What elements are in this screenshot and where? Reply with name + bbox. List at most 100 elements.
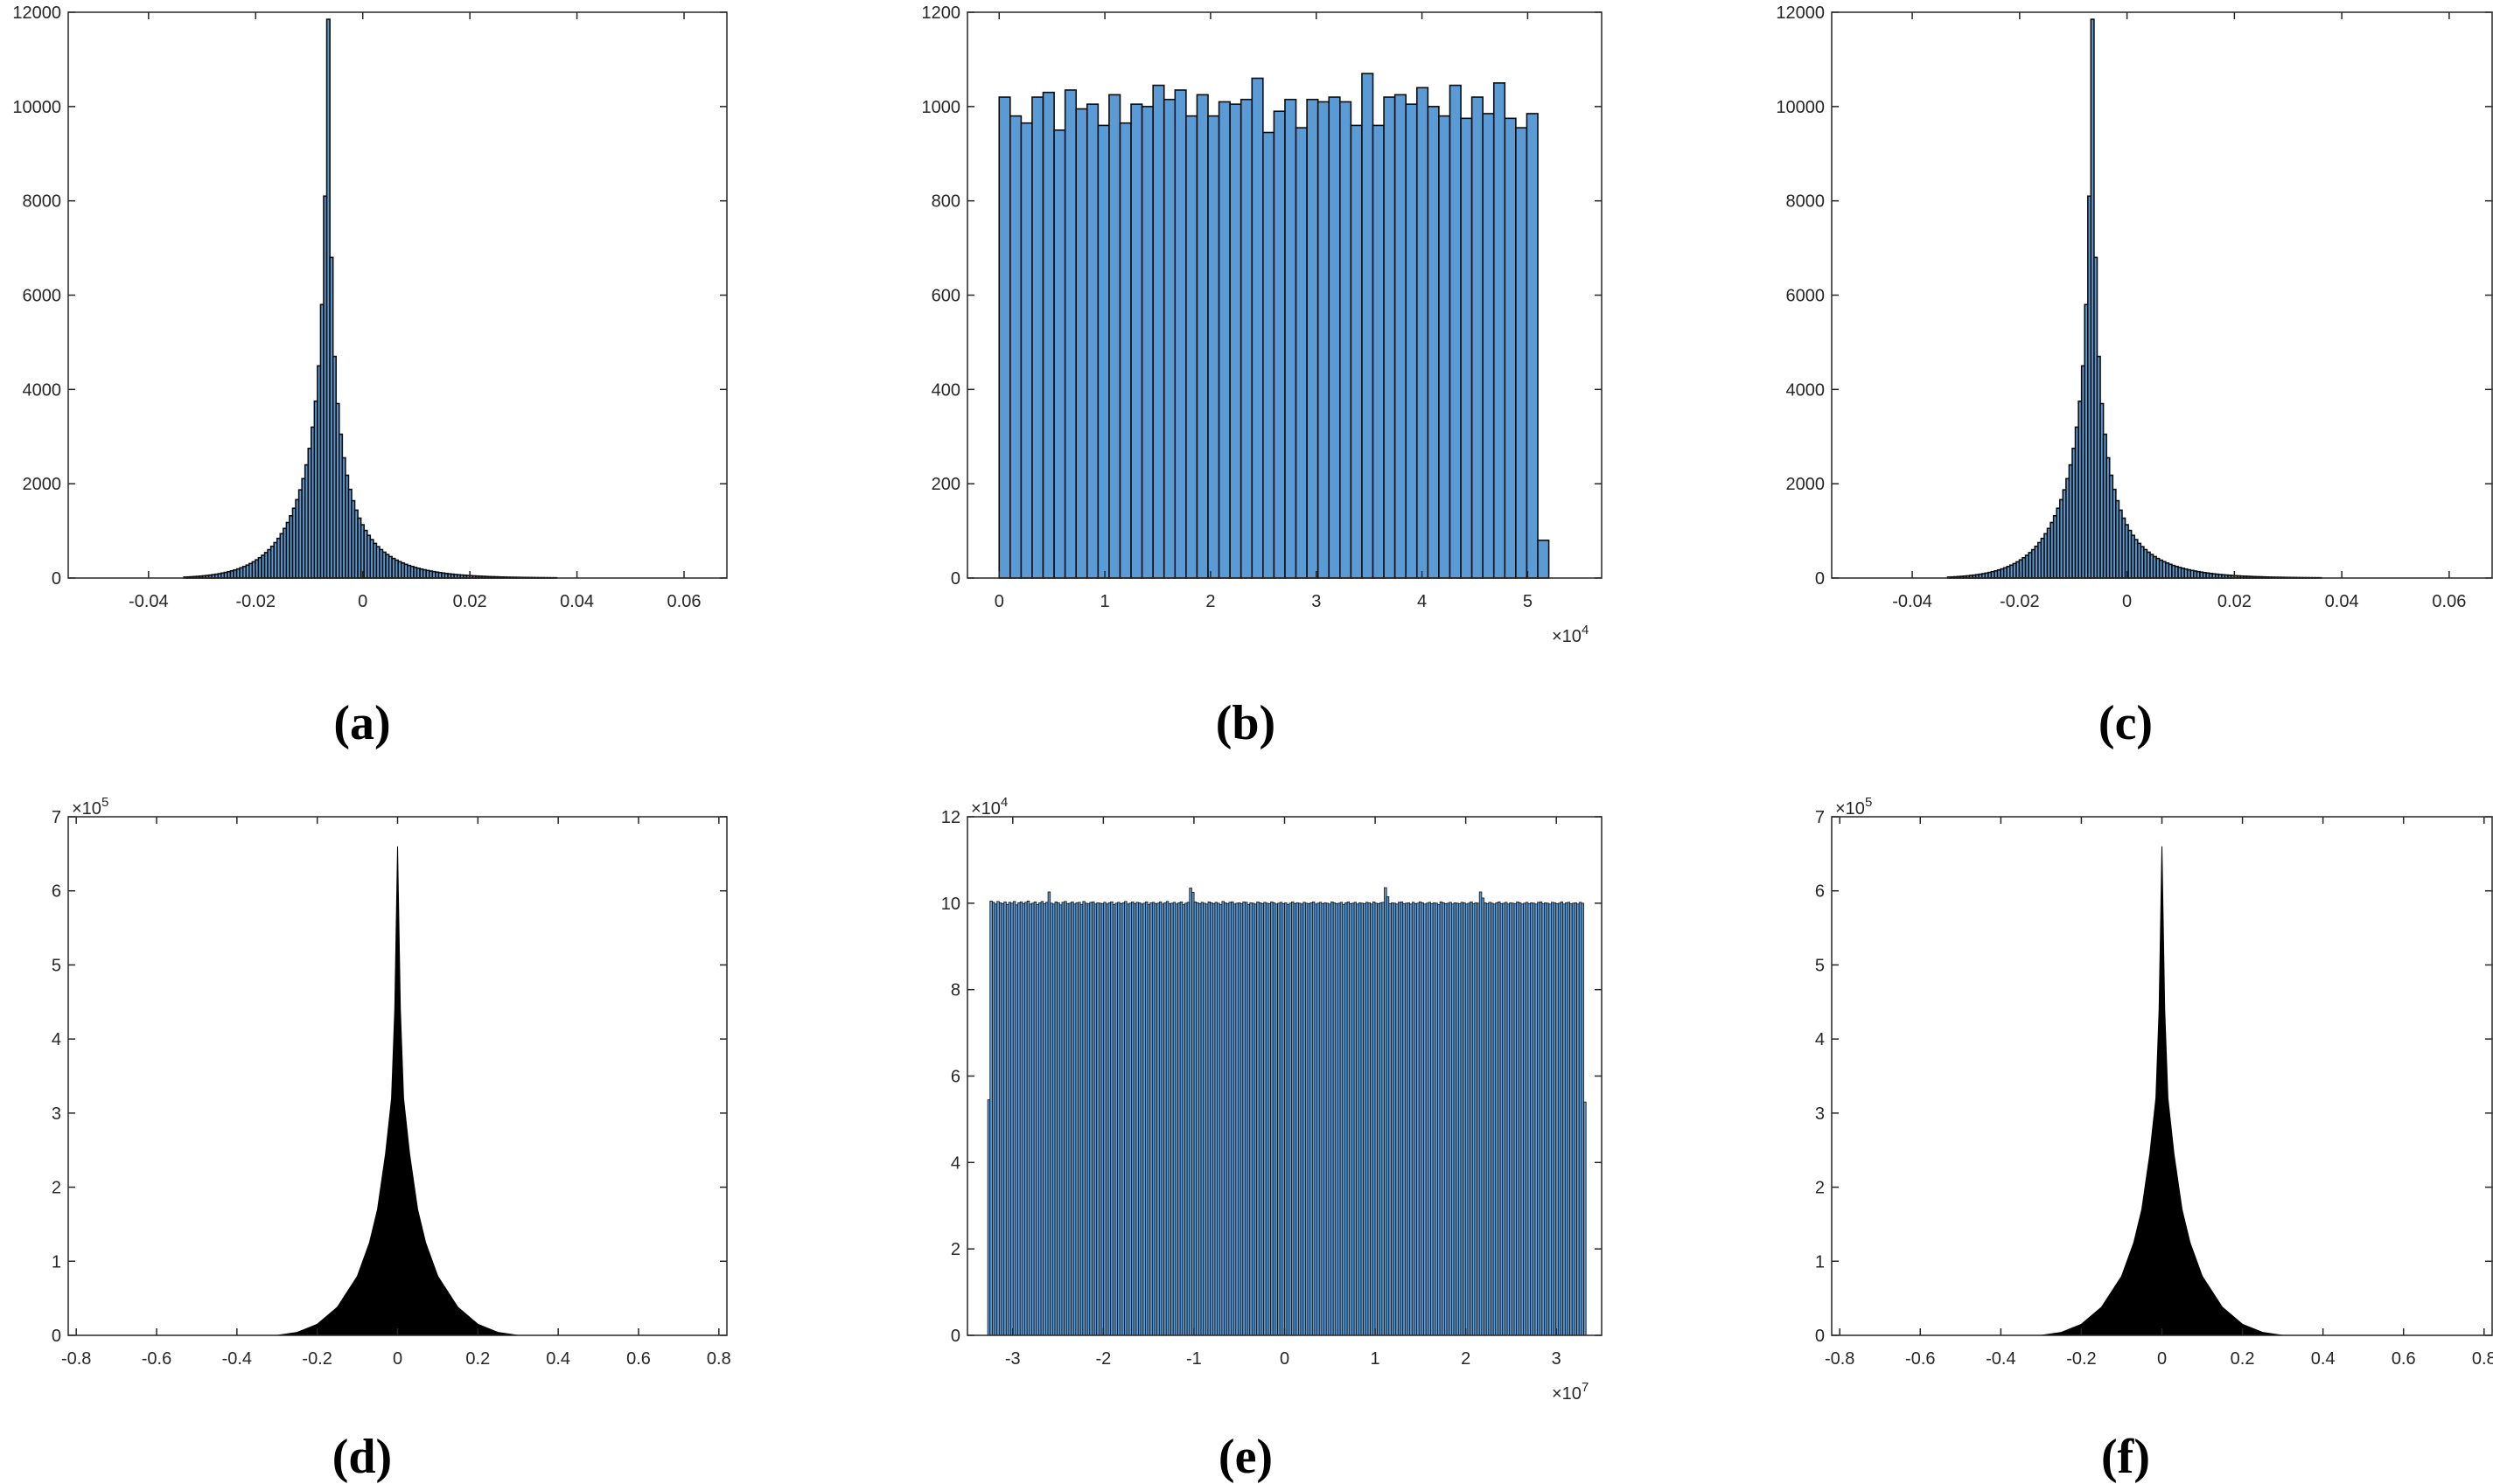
- y-tick-label: 0: [951, 1327, 960, 1346]
- histogram-bar: [1438, 115, 1451, 579]
- x-tick-label: 1: [1100, 592, 1110, 611]
- x-tick-label: 0.02: [453, 592, 487, 611]
- histogram-bar: [1328, 96, 1341, 579]
- y-tick-label: 1200: [922, 3, 961, 23]
- histogram-bar: [1064, 89, 1078, 579]
- x-tick-label: 0: [358, 592, 367, 611]
- y-tick-label: 2: [951, 1240, 960, 1259]
- histogram-bar: [1163, 98, 1177, 579]
- histogram-bar: [1196, 94, 1209, 579]
- histogram-bar: [1415, 87, 1429, 579]
- x-tick-label: 0.2: [465, 1349, 490, 1369]
- x-tick-label: -0.02: [235, 592, 276, 611]
- y-tick-label: 6000: [1786, 287, 1826, 306]
- x-tick-label: -0.6: [142, 1349, 171, 1369]
- histogram-bar: [1427, 106, 1440, 579]
- x-tick-label: 1: [1371, 1349, 1380, 1369]
- histogram-bar: [998, 96, 1011, 579]
- y-exponent-power: 5: [101, 795, 108, 810]
- x-tick-label: 4: [1417, 592, 1427, 611]
- histogram-bar: [1075, 108, 1088, 579]
- x-tick-label: -0.2: [2066, 1349, 2096, 1369]
- plot-area: [68, 12, 727, 578]
- x-tick-label: 0.04: [560, 592, 594, 611]
- histogram-bar: [1515, 127, 1528, 579]
- histogram-density: [276, 846, 519, 1336]
- x-tick-label: 0: [1280, 1349, 1289, 1369]
- y-tick-label: 0: [52, 1327, 61, 1346]
- x-tick-label: 0: [995, 592, 1004, 611]
- histogram-bar: [1185, 115, 1198, 579]
- y-tick-label: 800: [932, 192, 960, 212]
- y-tick-label: 3: [52, 1104, 61, 1124]
- y-tick-label: 4000: [23, 380, 62, 400]
- y-tick-label: 2000: [1786, 475, 1826, 494]
- x-tick-label: 0.8: [2472, 1349, 2493, 1369]
- y-tick-label: 6: [951, 1068, 960, 1087]
- y-tick-label: 2: [52, 1179, 61, 1198]
- histogram-bar: [1526, 113, 1539, 579]
- histogram-bar: [1316, 101, 1330, 579]
- x-tick-label: -3: [1005, 1349, 1021, 1369]
- panel-label: (e): [1219, 1430, 1273, 1484]
- y-tick-label: 8000: [1786, 192, 1826, 212]
- x-tick-label: -0.02: [2000, 592, 2040, 611]
- histogram-bar: [1295, 127, 1308, 579]
- y-tick-label: 200: [932, 475, 960, 494]
- y-tick-label: 6: [1815, 882, 1825, 902]
- histogram-density: [2041, 846, 2283, 1336]
- x-exponent-label: ×107: [1552, 1380, 1589, 1404]
- y-tick-label: 7: [52, 808, 61, 827]
- histogram-bar: [1482, 113, 1495, 579]
- y-tick-label: 1000: [922, 98, 961, 117]
- histogram-bar: [1470, 96, 1484, 579]
- y-tick-label: 5: [52, 956, 61, 975]
- y-tick-label: 6: [52, 882, 61, 902]
- y-exponent-label: ×104: [971, 795, 1008, 819]
- x-tick-label: 0.04: [2325, 592, 2359, 611]
- histogram-bar: [1504, 117, 1517, 579]
- x-tick-label: 0.8: [707, 1349, 731, 1369]
- histogram-bar: [1537, 540, 1550, 579]
- histogram-bar: [1119, 122, 1132, 579]
- histogram-bar: [1251, 77, 1264, 579]
- chart-panel: -0.04 -0.02 0 0.02 0.04 0.06 0 2000 4000 6000 8000…: [1776, 3, 2493, 750]
- y-tick-label: 0: [52, 569, 61, 589]
- histogram-bar: [1284, 98, 1297, 579]
- y-tick-label: 400: [932, 380, 960, 400]
- histogram-bar: [1152, 84, 1165, 579]
- histogram-bar: [1207, 115, 1220, 579]
- histogram-bar: [1240, 98, 1253, 579]
- y-tick-label: 5: [1815, 956, 1825, 975]
- plot-area: [1832, 12, 2492, 578]
- y-tick-label: 0: [1815, 1327, 1825, 1346]
- x-tick-label: -0.6: [1905, 1349, 1935, 1369]
- y-tick-label: 12000: [12, 3, 61, 23]
- histogram-bar: [1449, 84, 1462, 579]
- histogram-bar: [1306, 98, 1319, 579]
- panel-label: (b): [1216, 696, 1275, 750]
- y-exponent-label: ×105: [1835, 795, 1872, 819]
- histogram-bar: [1393, 94, 1407, 579]
- y-tick-label: 2000: [23, 475, 62, 494]
- x-tick-label: -1: [1186, 1349, 1202, 1369]
- chart-panel: -0.8 -0.6 -0.4 -0.2 0 0.2 0.4 0.6 0.8 0 1 2 3 4 5 6 7 ×10…: [1815, 795, 2493, 1484]
- y-tick-label: 12000: [1776, 3, 1825, 23]
- x-tick-label: 0: [2157, 1349, 2167, 1369]
- histogram-bar: [1020, 122, 1033, 579]
- y-exponent-power: 5: [1865, 795, 1872, 810]
- y-tick-label: 6000: [23, 287, 62, 306]
- y-tick-label: 10000: [1776, 98, 1825, 117]
- panel-label: (f): [2101, 1430, 2150, 1484]
- panel-label: (d): [332, 1430, 392, 1484]
- histogram-bar: [1405, 103, 1418, 579]
- x-tick-label: 0.2: [2231, 1349, 2255, 1369]
- histogram-bar: [1031, 96, 1044, 579]
- x-tick-label: 0: [393, 1349, 402, 1369]
- histogram-bar: [1053, 129, 1066, 579]
- x-exponent-power: 7: [1582, 1380, 1589, 1395]
- y-tick-label: 1: [52, 1252, 61, 1272]
- x-exponent-label: ×104: [1552, 623, 1589, 646]
- x-tick-label: -0.4: [1986, 1349, 2015, 1369]
